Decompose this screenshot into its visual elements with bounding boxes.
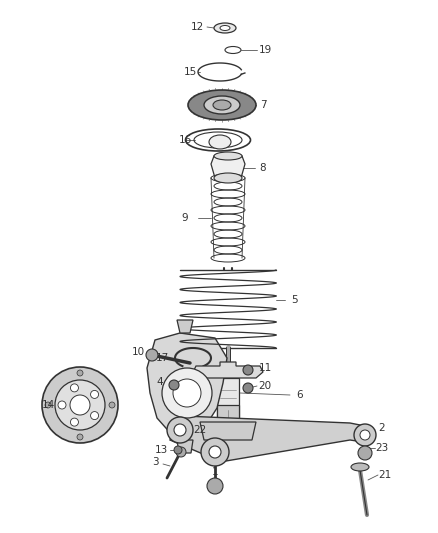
Circle shape [55, 380, 105, 430]
Circle shape [71, 418, 78, 426]
Text: 19: 19 [258, 45, 272, 55]
Text: 4: 4 [157, 377, 163, 387]
Text: 15: 15 [184, 67, 197, 77]
Text: 1: 1 [212, 467, 218, 477]
Circle shape [360, 430, 370, 440]
Text: 12: 12 [191, 22, 204, 32]
Text: 13: 13 [154, 445, 168, 455]
Circle shape [243, 365, 253, 375]
Text: 23: 23 [375, 443, 389, 453]
Circle shape [243, 383, 253, 393]
Text: 10: 10 [131, 347, 145, 357]
Circle shape [207, 478, 223, 494]
Text: 9: 9 [182, 213, 188, 223]
Polygon shape [193, 362, 263, 378]
Ellipse shape [204, 96, 240, 114]
Circle shape [77, 370, 83, 376]
Circle shape [109, 402, 115, 408]
Polygon shape [170, 416, 370, 462]
Text: 17: 17 [155, 353, 169, 363]
Circle shape [45, 402, 51, 408]
Ellipse shape [209, 135, 231, 149]
Text: 7: 7 [260, 100, 266, 110]
Text: 21: 21 [378, 470, 392, 480]
Ellipse shape [214, 152, 242, 160]
Text: 14: 14 [41, 400, 55, 410]
Text: 5: 5 [292, 295, 298, 305]
Circle shape [42, 367, 118, 443]
Circle shape [201, 438, 229, 466]
Polygon shape [147, 333, 227, 440]
Text: 2: 2 [379, 423, 385, 433]
Polygon shape [200, 422, 256, 440]
Circle shape [167, 417, 193, 443]
Text: 20: 20 [258, 381, 272, 391]
Circle shape [77, 434, 83, 440]
Circle shape [174, 424, 186, 436]
Ellipse shape [214, 23, 236, 33]
Text: 8: 8 [260, 163, 266, 173]
Circle shape [358, 446, 372, 460]
Circle shape [91, 390, 99, 399]
Circle shape [58, 401, 66, 409]
Circle shape [174, 446, 182, 454]
Text: 16: 16 [178, 135, 192, 145]
Polygon shape [177, 320, 193, 333]
Text: 3: 3 [152, 457, 158, 467]
Circle shape [70, 395, 90, 415]
Circle shape [209, 446, 221, 458]
Circle shape [354, 424, 376, 446]
Text: 22: 22 [193, 425, 207, 435]
Polygon shape [177, 440, 193, 453]
Ellipse shape [188, 90, 256, 120]
Ellipse shape [213, 100, 231, 110]
Polygon shape [211, 156, 245, 178]
Bar [217, 378, 239, 433]
Circle shape [71, 384, 78, 392]
Circle shape [91, 411, 99, 419]
Text: 6: 6 [297, 390, 303, 400]
Circle shape [146, 349, 158, 361]
Text: 11: 11 [258, 363, 272, 373]
Bar [217, 405, 239, 425]
Circle shape [162, 368, 212, 418]
Ellipse shape [220, 26, 230, 30]
Circle shape [176, 447, 186, 457]
Ellipse shape [214, 173, 242, 183]
Circle shape [169, 380, 179, 390]
Circle shape [173, 379, 201, 407]
Ellipse shape [351, 463, 369, 471]
